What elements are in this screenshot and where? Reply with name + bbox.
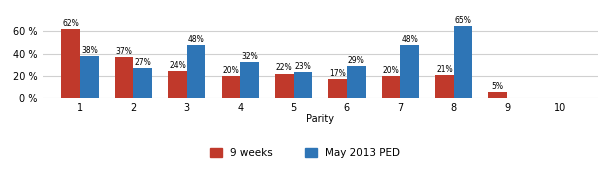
Text: 5%: 5% [492,82,504,91]
Bar [454,26,472,98]
Bar [489,92,507,98]
Bar [328,79,347,98]
Bar [400,45,419,98]
Text: 29%: 29% [348,56,365,65]
Text: 48%: 48% [188,35,204,44]
Bar [275,74,293,98]
Bar [115,57,134,98]
Legend: 9 weeks, May 2013 PED: 9 weeks, May 2013 PED [206,143,404,162]
Bar [347,66,365,98]
Bar [134,68,152,98]
Text: 37%: 37% [116,47,132,56]
Bar [435,75,454,98]
Bar [80,56,99,98]
Text: 21%: 21% [436,65,453,74]
Text: 27%: 27% [134,58,151,67]
Bar [221,76,240,98]
Text: 17%: 17% [329,69,346,78]
Bar [293,73,312,98]
Text: 20%: 20% [223,66,239,75]
Bar [168,71,187,98]
Text: 38%: 38% [81,46,98,55]
Bar [382,76,400,98]
Text: 62%: 62% [62,19,79,28]
Text: 65%: 65% [454,16,472,25]
Bar [62,29,80,98]
Text: 32%: 32% [241,52,258,61]
Text: 24%: 24% [169,61,186,70]
Text: 48%: 48% [401,35,418,44]
Bar [240,63,259,98]
X-axis label: Parity: Parity [306,114,334,124]
Text: 22%: 22% [276,64,293,73]
Text: 20%: 20% [382,66,400,75]
Text: 23%: 23% [295,62,311,71]
Bar [187,45,206,98]
